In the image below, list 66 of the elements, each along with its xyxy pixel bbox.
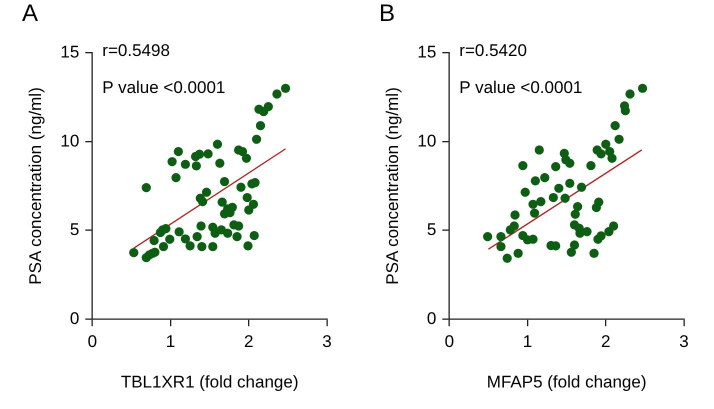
point: [582, 227, 592, 236]
point: [565, 178, 574, 188]
annotation: r=0.5498: [102, 40, 170, 60]
y-tick-label: 15: [60, 42, 80, 62]
y-tick-label: 5: [70, 220, 80, 240]
point: [528, 234, 538, 244]
point: [560, 194, 570, 203]
x-tick-label: 2: [601, 332, 611, 352]
x-tick-label: 1: [166, 332, 176, 352]
point: [518, 160, 528, 170]
annotation: P value <0.0001: [459, 78, 582, 97]
annotation: r=0.5420: [459, 40, 527, 60]
point: [586, 160, 596, 170]
y-tick-label: 10: [417, 131, 436, 150]
point: [625, 89, 635, 99]
point: [573, 202, 582, 212]
point: [528, 200, 538, 209]
x-tick-label: 1: [522, 332, 532, 352]
x-tick-label: 3: [322, 332, 332, 352]
point: [554, 184, 564, 193]
point: [614, 134, 624, 144]
point: [540, 173, 550, 182]
point: [483, 232, 492, 242]
point: [534, 145, 544, 155]
point: [551, 162, 560, 172]
point: [589, 248, 599, 258]
chart-title: B: [379, 0, 396, 28]
y-tick-label: 5: [426, 220, 436, 240]
y-axis-title: PSA concentration (ng/ml): [382, 87, 402, 285]
point: [566, 248, 576, 257]
point: [530, 176, 540, 186]
x-tick-label: 0: [88, 332, 98, 352]
x-tick-label: 0: [444, 332, 454, 352]
x-axis-title: MFAP5 (fold change): [486, 372, 647, 392]
point: [576, 182, 586, 192]
y-tick-label: 10: [60, 131, 80, 150]
point: [610, 121, 620, 130]
point: [510, 210, 520, 220]
point: [514, 248, 523, 258]
chart-title: A: [22, 0, 38, 28]
point: [601, 140, 610, 149]
point: [607, 154, 617, 163]
point: [536, 197, 546, 206]
y-axis-title: PSA concentration (ng/ml): [26, 87, 45, 285]
point: [502, 254, 512, 263]
y-tick-label: 15: [417, 42, 436, 62]
annotation: P value <0.0001: [102, 78, 226, 97]
point: [596, 149, 606, 158]
point: [570, 210, 580, 219]
y-tick-label: 0: [426, 308, 436, 328]
point: [510, 221, 519, 231]
point: [638, 84, 648, 93]
x-axis-title: TBL1XR1 (fold change): [120, 372, 298, 392]
point: [548, 192, 558, 202]
point: [570, 240, 580, 250]
y-tick-label: 0: [70, 308, 80, 328]
point: [594, 198, 604, 207]
x-tick-label: 2: [244, 332, 254, 352]
point: [530, 208, 540, 218]
point: [596, 231, 606, 241]
x-tick-label: 3: [679, 332, 689, 352]
point: [496, 242, 506, 252]
point: [496, 232, 506, 242]
point: [520, 188, 530, 197]
point: [565, 158, 574, 168]
point: [608, 221, 618, 231]
